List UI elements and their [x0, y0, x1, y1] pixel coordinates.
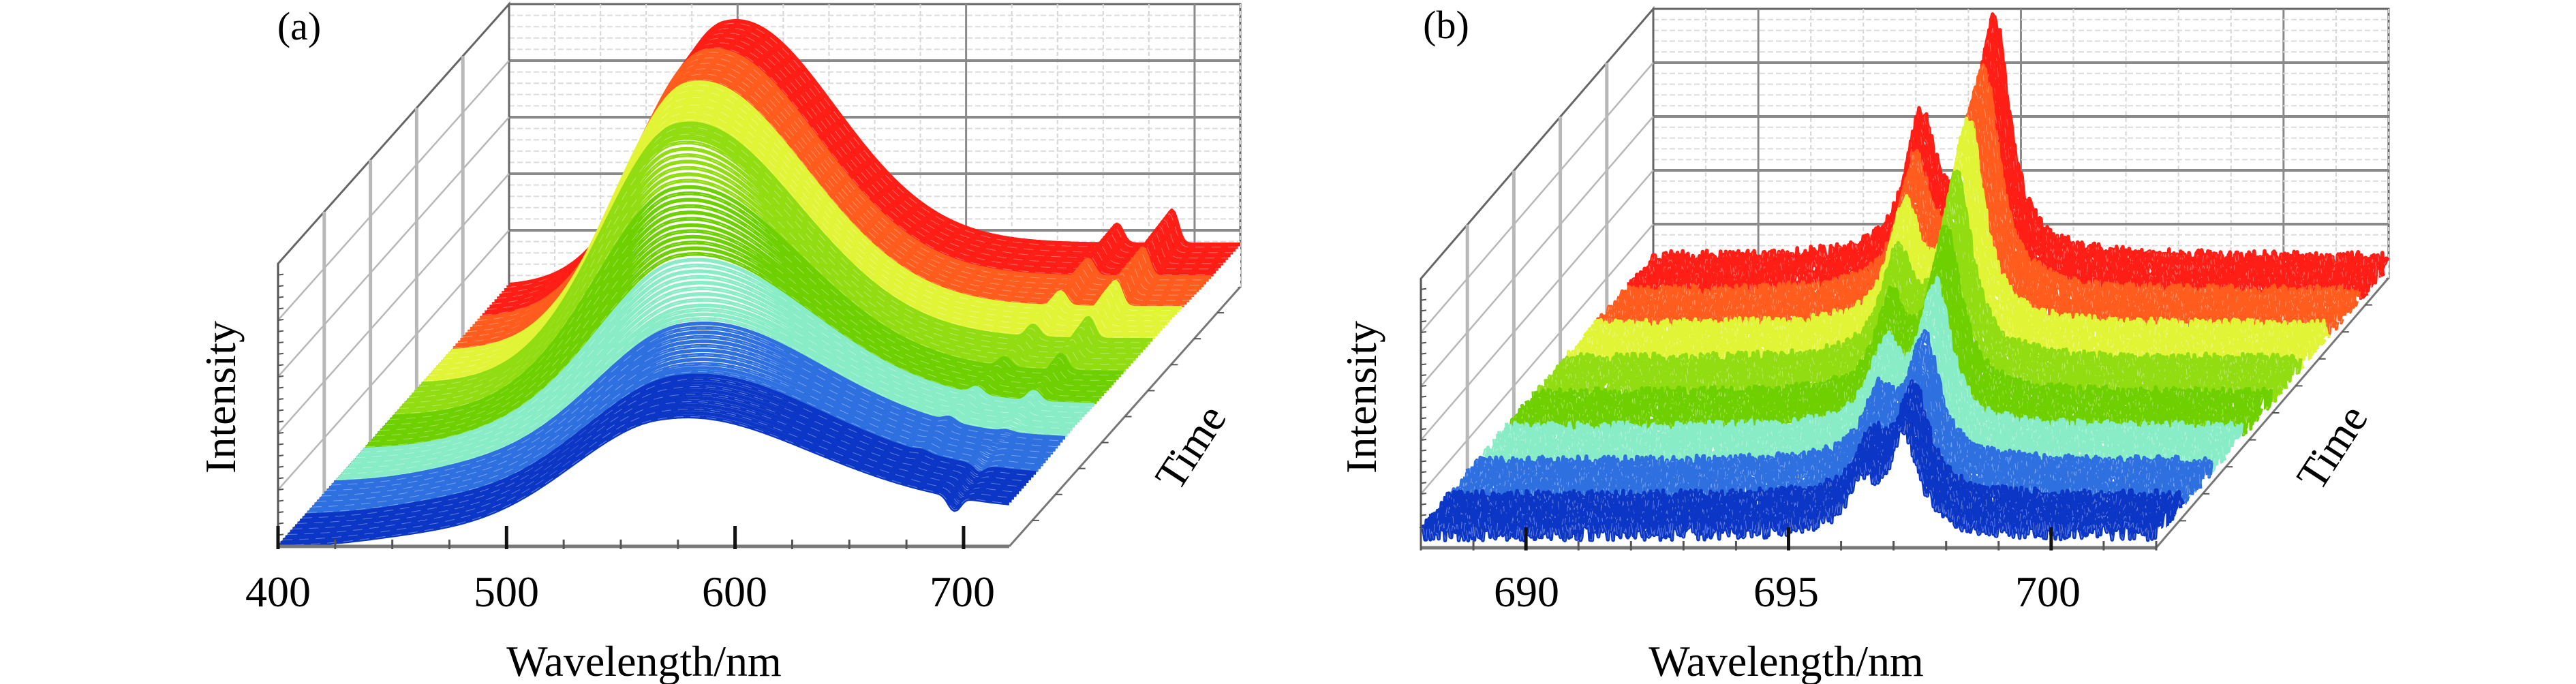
side-wall-gridline: [1420, 223, 1654, 495]
spectrum-highlight: [288, 401, 1019, 535]
spectrum-curve: [333, 321, 1066, 484]
spectrum-highlight: [341, 309, 1073, 475]
spectrum-highlight: [438, 97, 1170, 365]
spectrum-highlight: [346, 299, 1077, 469]
spectrum-highlight: [322, 345, 1054, 497]
spectrum-curve: [294, 388, 1027, 529]
spectrum-highlight: [1508, 273, 2245, 439]
spectrum-curve: [326, 335, 1058, 493]
side-wall-gridline: [1420, 116, 1654, 387]
spectrum-curve: [322, 343, 1054, 498]
spectrum-curve: [277, 414, 1010, 548]
spectrum-highlight: [283, 408, 1015, 541]
spectrum-highlight: [356, 276, 1088, 458]
spectrum-curve: [317, 353, 1049, 503]
spectrum-highlight: [317, 354, 1049, 502]
spectrum-curve: [297, 384, 1029, 526]
spectrum-curve: [288, 399, 1019, 537]
spectrum-curve: [341, 308, 1073, 476]
panel-a-label: (a): [277, 4, 321, 48]
panel-b-axes: [1420, 277, 2390, 550]
spectrum-highlight: [477, 52, 1209, 321]
spectrum-highlight: [336, 318, 1068, 480]
x-tick-label: 500: [474, 568, 539, 616]
spectrum-curve: [339, 312, 1071, 479]
spectrum-curve: [292, 392, 1024, 531]
x-tick-label: 600: [702, 568, 767, 616]
spectrum-curve: [309, 366, 1041, 512]
spectrum-highlight: [292, 394, 1024, 529]
spectrum-highlight: [331, 327, 1063, 486]
panel-a-curves: [277, 19, 1240, 548]
spectrum-highlight: [429, 112, 1161, 376]
time-axis-label: Time: [1146, 396, 1236, 498]
spectrum-curve: [280, 411, 1012, 545]
x-axis-label: Wavelength/nm: [1649, 637, 1924, 684]
x-tick-label: 700: [2015, 568, 2081, 616]
side-wall-gridline: [277, 173, 510, 434]
panel-b: (b) 690 695 700 Wavelength/nm Intensity …: [1337, 3, 2391, 684]
spectrum-curve: [319, 348, 1051, 501]
y-axis-label: Intensity: [1337, 321, 1385, 473]
panel-b-curves: [1419, 12, 2391, 548]
spectrum-curve: [302, 377, 1034, 520]
x-tick-label: 400: [245, 568, 311, 616]
spectrum-highlight: [326, 336, 1058, 491]
panel-a-axes: [276, 264, 1242, 549]
side-wall-gridline: [277, 230, 510, 491]
spectrum-highlight: [482, 47, 1214, 315]
spectrum-curve: [324, 339, 1056, 495]
spectrum-highlight: [1631, 55, 2367, 296]
spectrum-curve: [328, 330, 1061, 490]
spectrum-curve: [314, 357, 1046, 506]
spectrum-curve: [311, 362, 1044, 509]
spectrum-curve: [285, 403, 1017, 540]
spectrum-highlight: [302, 379, 1034, 518]
x-tick-label: 690: [1494, 568, 1559, 616]
spectrum-highlight: [443, 90, 1175, 360]
spectrum-curve: [336, 317, 1068, 482]
x-axis-label: Wavelength/nm: [506, 637, 782, 684]
spectrum-occluder: [278, 416, 1009, 546]
spectrum-curve: [300, 381, 1032, 523]
spectrum-highlight: [311, 363, 1044, 508]
y-axis-label: Intensity: [196, 321, 245, 473]
panel-a: (a) 400 500 600 700 Wavelength/nm Intens…: [196, 1, 1242, 684]
spectrum-highlight: [375, 230, 1107, 437]
x-tick-label: 700: [930, 568, 995, 616]
side-wall-gridline: [1420, 62, 1654, 333]
side-wall-gridline: [1420, 170, 1654, 441]
spectrum-curve: [290, 396, 1022, 534]
spectrum-highlight: [277, 416, 1010, 546]
spectrum-curve: [305, 373, 1037, 518]
spectrum-highlight: [297, 386, 1029, 524]
spectrum-curve: [307, 369, 1039, 514]
time-axis-label: Time: [2287, 396, 2377, 498]
spectrum-curve: [331, 326, 1063, 487]
side-wall-gridline: [277, 116, 510, 377]
spectrum-curve: [283, 407, 1015, 542]
side-wall-gridline: [277, 60, 510, 321]
panel-b-label: (b): [1423, 3, 1469, 47]
x-tick-label: 695: [1753, 568, 1819, 616]
spectrum-highlight: [307, 371, 1039, 513]
spectrum-curve: [343, 303, 1075, 473]
